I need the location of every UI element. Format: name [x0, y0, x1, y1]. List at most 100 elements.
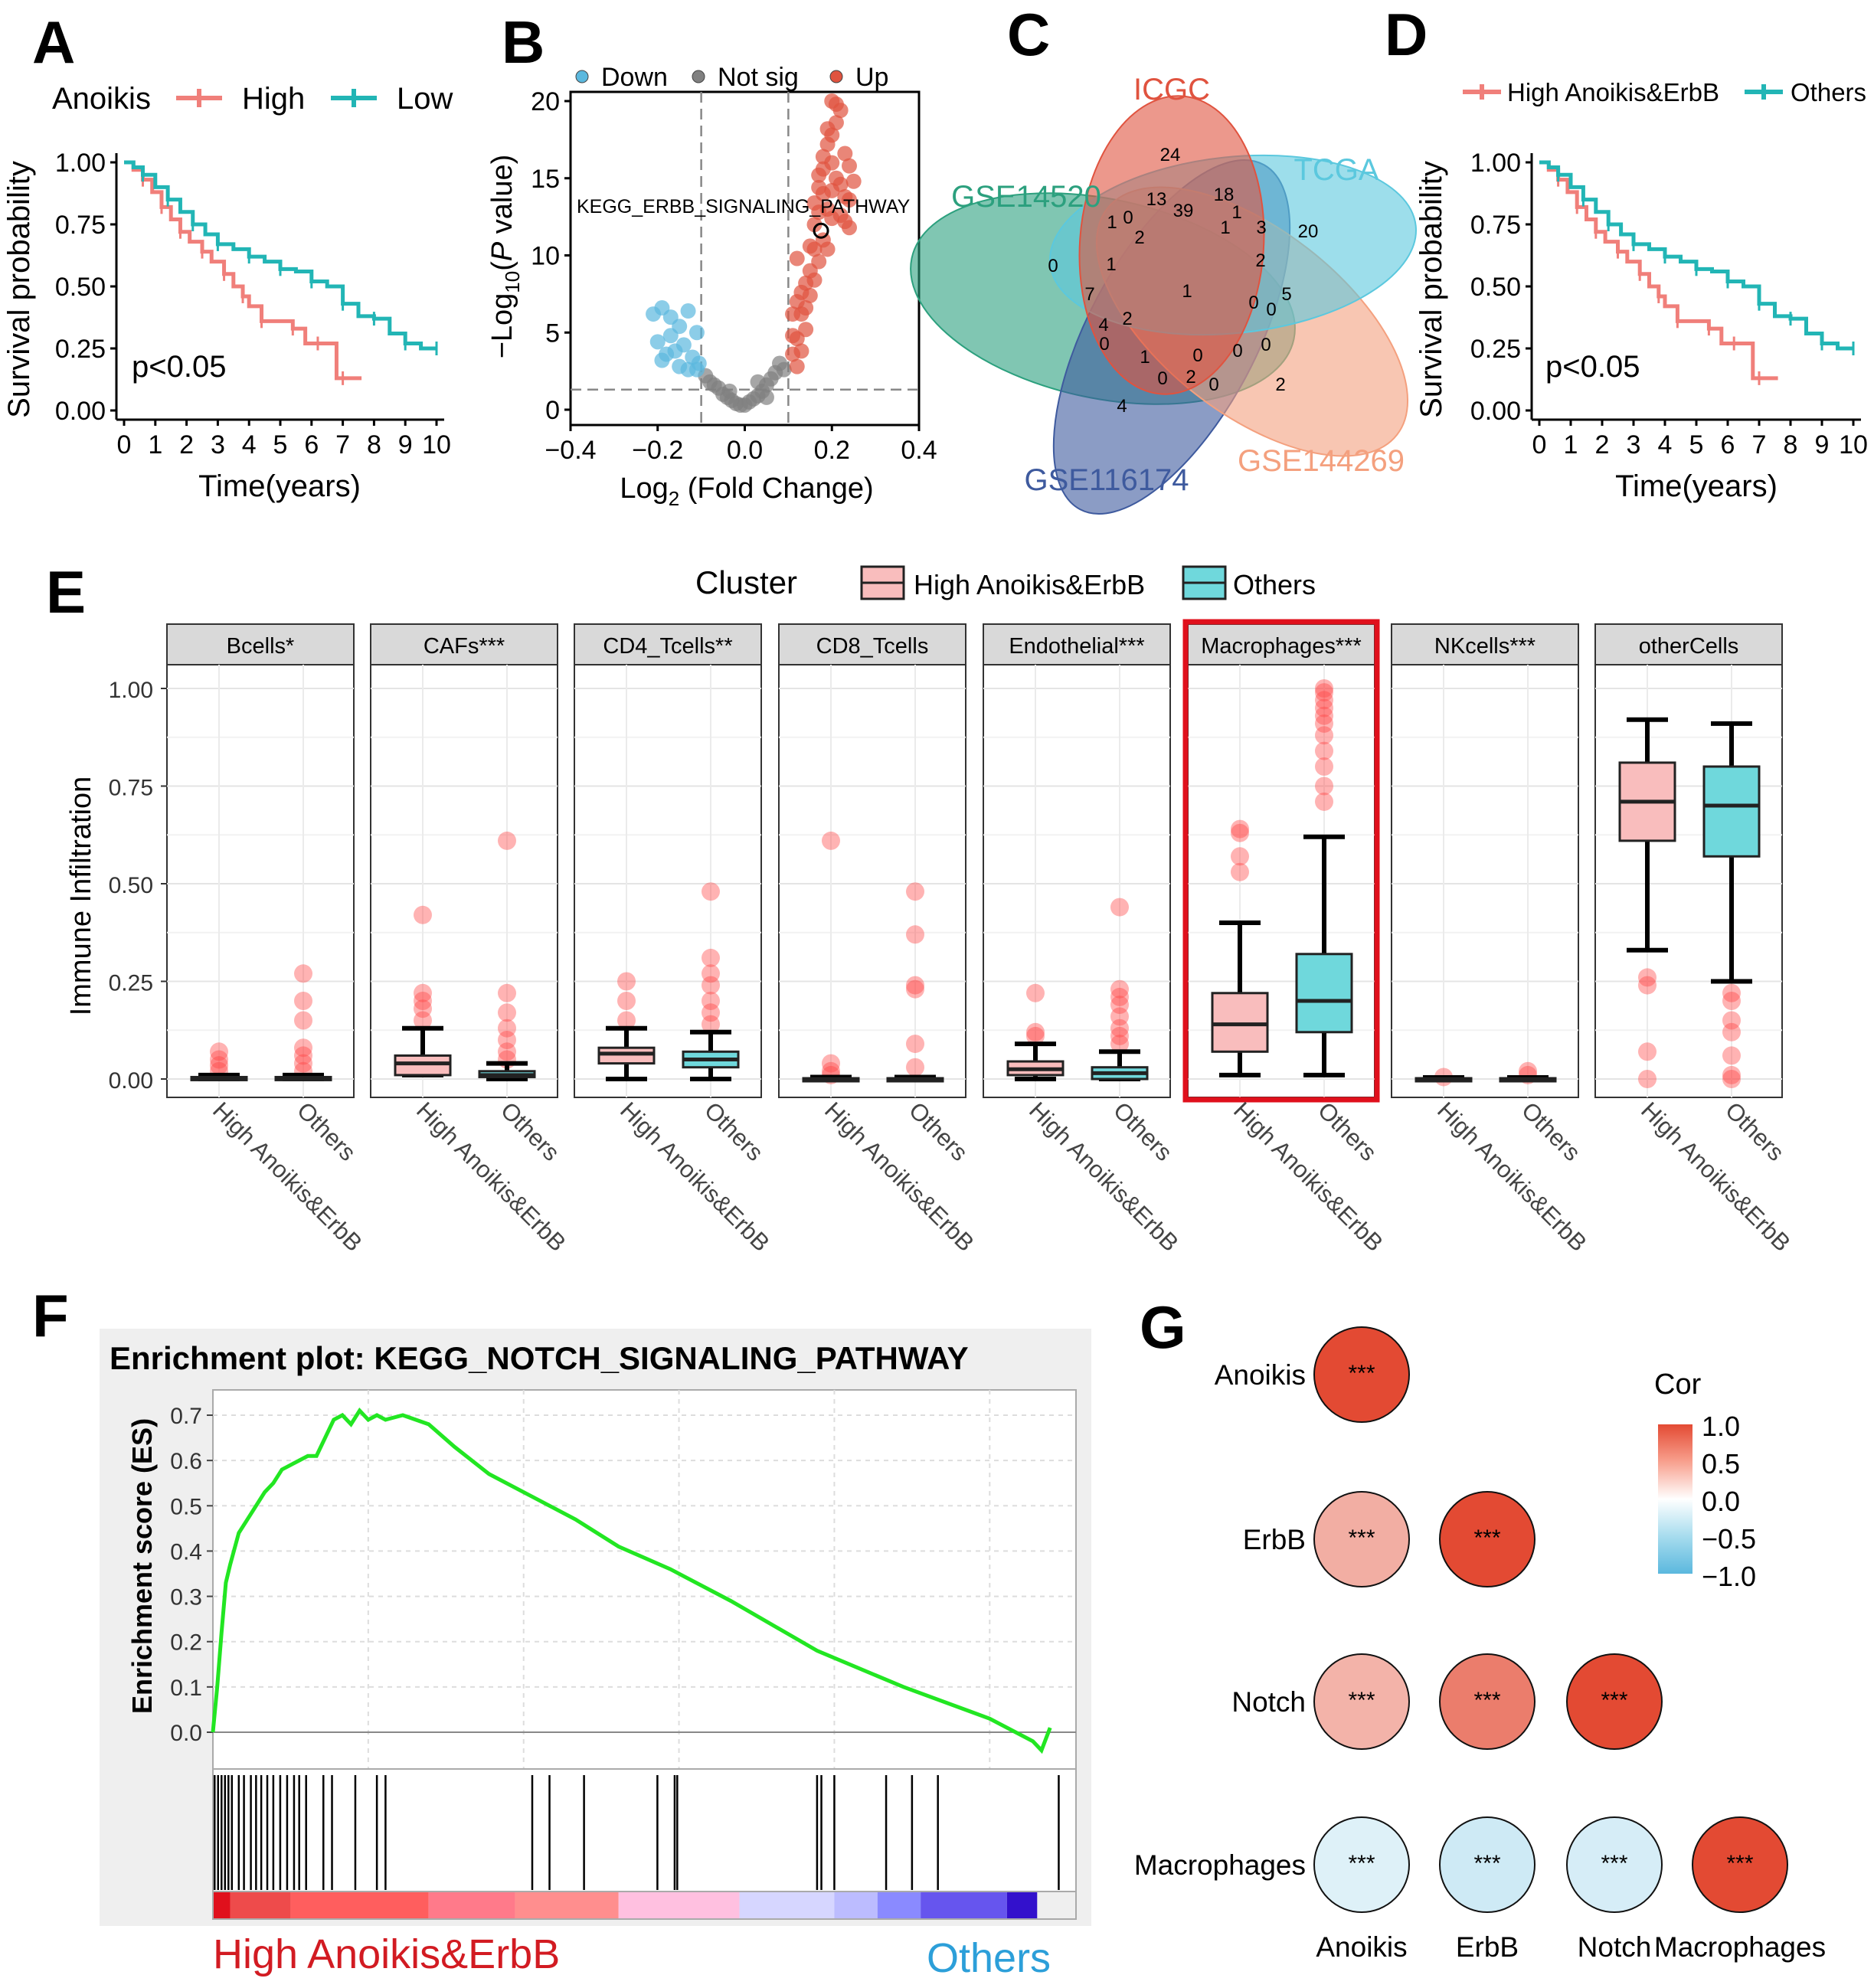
box-legend-others: Others [1233, 569, 1316, 600]
km-d-xlabel: Time(years) [1615, 469, 1778, 503]
volcano-point-up [845, 173, 862, 189]
km-a-xtick-label: 3 [211, 430, 225, 459]
box-outlier [1638, 976, 1657, 995]
box-ytick-label: 0.25 [109, 971, 153, 996]
box-outlier [294, 1046, 312, 1065]
box-outlier [1315, 777, 1333, 796]
box-outlier [294, 1011, 312, 1030]
facet-highlight-frame [1182, 619, 1380, 1103]
panel-d: High Anoikis&ErbB Others 0.00 0.25 0.50 0.7… [1414, 78, 1868, 503]
volcano-point-up [811, 253, 827, 270]
facet-title: CAFs*** [424, 634, 505, 659]
gsea-rank-segment [230, 1892, 291, 1919]
panel-g: Anoikis *** ErbB *** *** Notch *** *** *** Macrop… [1134, 1326, 1826, 1963]
volcano-point-up [837, 146, 853, 162]
box-outlier [1315, 698, 1333, 718]
volcano-ytick-label: 20 [531, 87, 560, 116]
panel-b: Down Not sig Up 0 5 10 15 20 −0.4 −0.2 0.0 0.2 0.… [486, 63, 937, 510]
facet-title: CD4_Tcells** [603, 634, 732, 659]
box-outlier [498, 1003, 516, 1022]
km-d-xtick-label: 5 [1689, 430, 1704, 459]
box-outlier [702, 882, 720, 901]
km-d-ytick-label: 0.25 [1470, 335, 1521, 364]
gsea-ylabel: Enrichment score (ES) [126, 1418, 158, 1714]
volcano-point-up [824, 155, 840, 171]
cor-legend-ticks: 1.0 0.5 0.0 −0.5 −1.0 [1702, 1411, 1756, 1592]
box-outlier [1110, 987, 1129, 1006]
box-outlier [906, 976, 924, 995]
box-body [597, 1046, 656, 1065]
facet-xtick-label: Others [495, 1097, 565, 1166]
volcano-point-down [688, 361, 705, 378]
gsea-ytick-label: 0.1 [170, 1676, 202, 1701]
venn-count: 0 [1048, 256, 1058, 276]
volcano-point-up [793, 343, 809, 359]
correlation-plot: Anoikis *** ErbB *** *** Notch *** *** *** Macrop… [1134, 1326, 1826, 1963]
cor-tick-5: −1.0 [1702, 1561, 1756, 1592]
venn-count: 2 [1122, 309, 1132, 329]
facet-title: NKcells*** [1434, 634, 1536, 659]
km-d-xtick-label: 1 [1564, 430, 1578, 459]
volcano-legend-notsig: Not sig [718, 63, 799, 92]
cor-col-label: Anoikis [1316, 1931, 1407, 1963]
cor-circle [1313, 1326, 1410, 1423]
gsea-ytick-label: 0.2 [170, 1630, 202, 1656]
volcano-xtick-label: 0.2 [814, 436, 850, 465]
panel-letter-c: C [1007, 1, 1050, 68]
box-outlier [906, 882, 924, 901]
venn-count: 0 [1123, 208, 1133, 228]
venn-count: 0 [1208, 374, 1218, 395]
volcano-point-up [806, 241, 823, 257]
venn-count: 1 [1220, 217, 1230, 238]
venn-count: 0 [1261, 335, 1271, 355]
box-legend-title: Cluster [695, 564, 797, 600]
venn-count: 7 [1084, 284, 1094, 305]
box-ytick-label: 0.75 [109, 776, 153, 801]
km-a-xtick-label: 2 [179, 430, 194, 459]
gsea-hits-frame [212, 1768, 1077, 1892]
volcano-point-down [680, 303, 696, 319]
gsea-rank-segment [921, 1892, 1007, 1919]
volcano-point-up [785, 328, 801, 344]
box-outlier [294, 1054, 312, 1073]
box-outlier [210, 1042, 228, 1061]
box-outlier [1026, 983, 1045, 1002]
venn-set-icgc [1078, 95, 1265, 395]
facet-xtick-label: Others [292, 1097, 361, 1166]
volcano-legend-down: Down [601, 63, 668, 92]
venn-count: 1 [1182, 281, 1192, 302]
cor-stars: *** [1348, 1361, 1375, 1386]
box-outlier [414, 999, 432, 1019]
panel-letter-b: B [502, 8, 545, 76]
facet-panel [574, 664, 762, 1098]
gsea-rank-segment [618, 1892, 740, 1919]
cor-circle [1566, 1653, 1663, 1750]
volcano-point-up [789, 358, 805, 374]
gsea-ytick-label: 0.3 [170, 1585, 202, 1610]
volcano-point-up [819, 121, 836, 137]
volcano-plot: 0 5 10 15 20 −0.4 −0.2 0.0 0.2 0.4 KEGG_ERBB_SIGNA… [531, 87, 937, 465]
venn-count: 0 [1157, 368, 1167, 389]
facet-panel [166, 664, 355, 1098]
km-d-ylabel: Survival probability [1414, 161, 1448, 418]
box-outlier [414, 983, 432, 1002]
volcano-xlabel: Log2 (Fold Change) [620, 472, 873, 510]
box-outlier [702, 1003, 720, 1022]
volcano-point-down [688, 325, 705, 341]
volcano-ylabel-sub: 10 [501, 271, 524, 293]
volcano-ylabel-pre: −Log [486, 293, 518, 359]
venn-count: 5 [1281, 284, 1291, 305]
km-a-legend-high: High [242, 82, 305, 116]
km-a-pvalue: p<0.05 [132, 350, 226, 384]
box-outlier [294, 992, 312, 1010]
volcano-xlabel-rest: (Fold Change) [679, 472, 873, 505]
volcano-point-notsig [721, 383, 737, 399]
km-d-xtick-label: 2 [1595, 430, 1610, 459]
cor-colorbar [1658, 1424, 1692, 1574]
km-d-ytick-label: 0.50 [1470, 273, 1521, 302]
box-outlier [1315, 683, 1333, 702]
facet-xtick-label: High Anoikis&ErbB [1228, 1097, 1388, 1257]
box-legend-high: High Anoikis&ErbB [914, 569, 1145, 600]
volcano-ytick-label: 10 [531, 242, 560, 271]
